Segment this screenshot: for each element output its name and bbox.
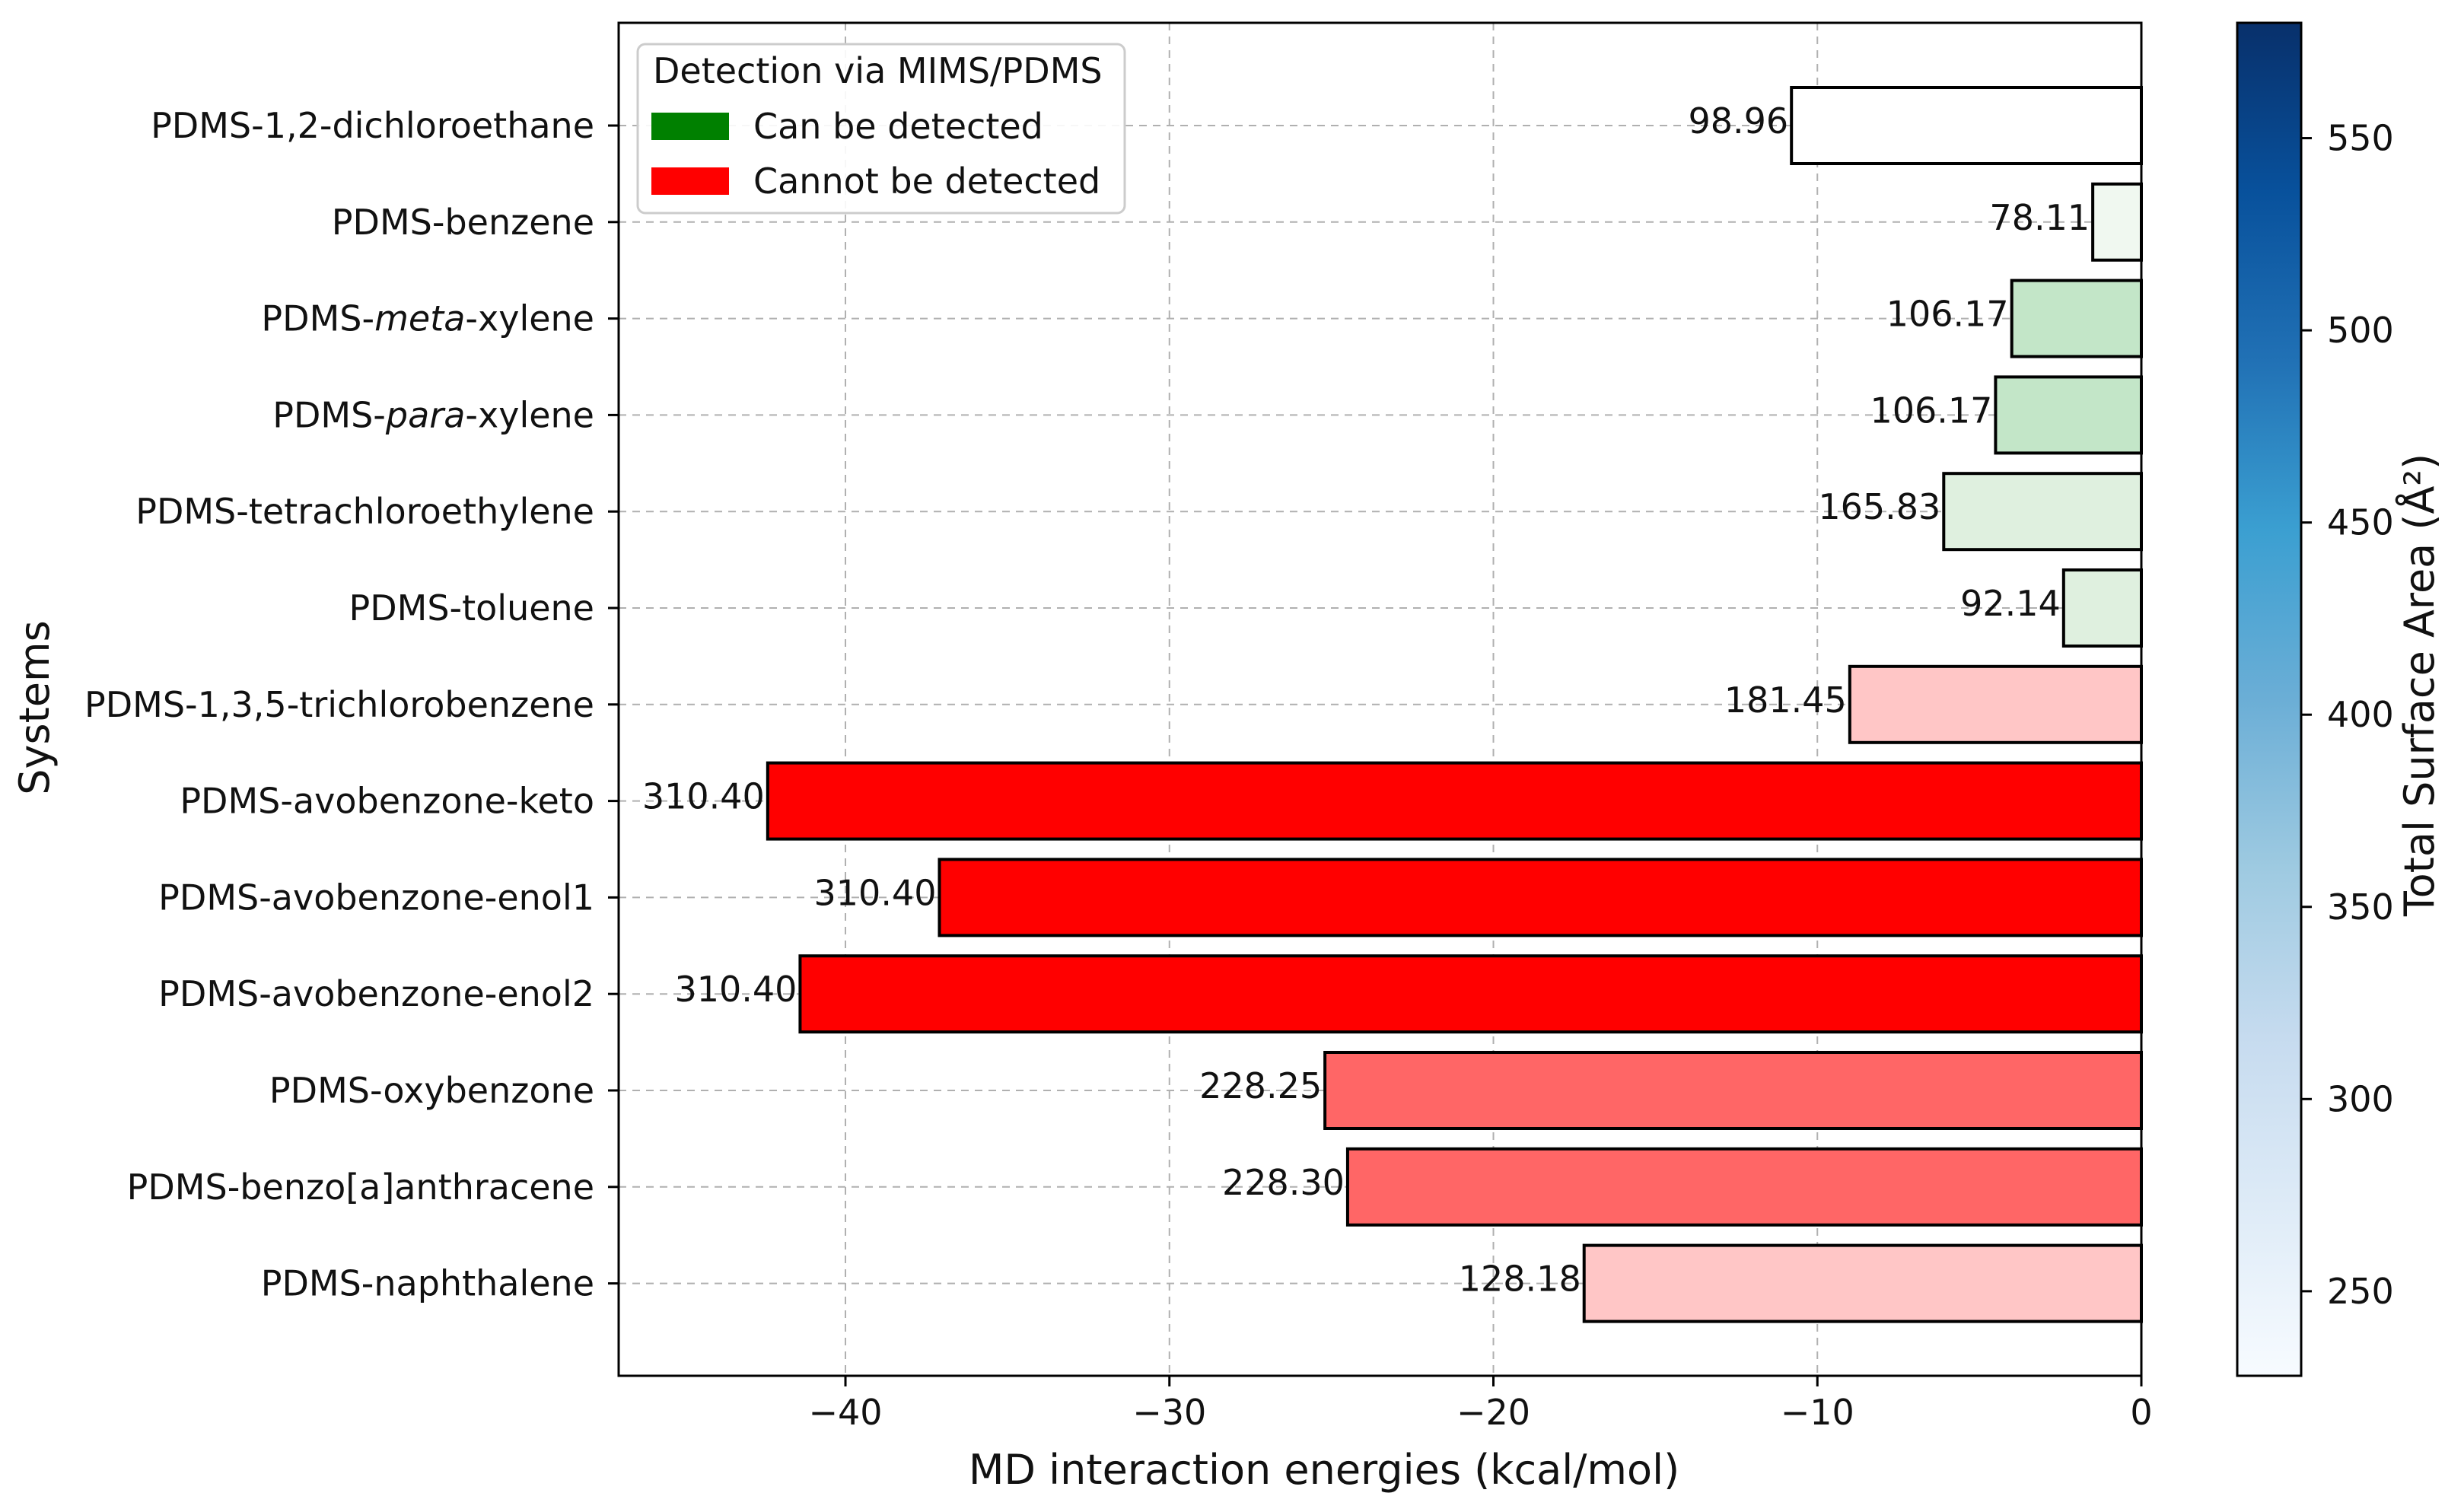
bar	[1994, 375, 2143, 455]
colorbar-ticks: 250 300 350 400 450 500 550	[2301, 118, 2394, 1312]
bar-value-label: 78.11	[1989, 197, 2090, 238]
axes: −40 −30 −20 −10 0 PDMS-1,2-dichloroethane PDMS…	[84, 105, 2153, 1433]
y-tick-label: PDMS-toluene	[349, 587, 594, 629]
plot-frame	[617, 21, 2143, 1377]
y-tick-label: PDMS-1,3,5-trichlorobenzene	[84, 684, 594, 725]
bar-value-label: 106.17	[1886, 294, 2009, 335]
bar-value-labels: 98.96 78.11 106.17 106.17 165.83 92.14 181.45 3…	[642, 100, 2090, 1300]
bar-value-label: 310.40	[814, 872, 937, 913]
y-tick-label: PDMS-meta-xylene	[261, 298, 594, 339]
y-tick-label: PDMS-avobenzone-keto	[180, 781, 594, 822]
x-axis-label: MD interaction energies (kcal/mol)	[969, 1446, 1679, 1494]
bar-value-label: 228.25	[1199, 1065, 1322, 1106]
legend: Detection via MIMS/PDMS Can be detected …	[636, 43, 1126, 215]
legend-label-cannot-be-detected: Cannot be detected	[753, 161, 1100, 202]
bar	[766, 761, 2143, 841]
bar-value-label: 106.17	[1870, 390, 1992, 431]
bar	[1582, 1243, 2144, 1323]
colorbar-tick-label: 400	[2327, 694, 2394, 735]
colorbar-tick-label: 450	[2327, 502, 2394, 543]
legend-title: Detection via MIMS/PDMS	[653, 50, 1103, 91]
colorbar-tick-label: 300	[2327, 1078, 2394, 1119]
y-tick-label: PDMS-avobenzone-enol1	[158, 877, 594, 918]
y-tick-label: PDMS-oxybenzone	[269, 1070, 594, 1111]
bar	[2010, 279, 2144, 358]
y-tick-label: PDMS-tetrachloroethylene	[135, 491, 594, 532]
y-tick-label: PDMS-para-xylene	[272, 394, 594, 435]
colorbar-tick-label: 250	[2327, 1271, 2394, 1312]
bars	[766, 86, 2144, 1323]
colorbar-label: Total Surface Area (Å²)	[2395, 454, 2443, 917]
bar	[1790, 86, 2144, 165]
y-tick-label: PDMS-naphthalene	[261, 1263, 594, 1304]
bar-value-label: 310.40	[642, 776, 765, 817]
x-tick-label: 0	[2130, 1392, 2152, 1433]
colorbar-tick-label: 550	[2327, 118, 2394, 159]
bar	[2061, 568, 2144, 648]
y-tick-label: PDMS-benzene	[332, 202, 594, 243]
x-tick-label: −40	[808, 1392, 882, 1433]
bar-value-label: 310.40	[674, 969, 797, 1010]
x-tick-label: −30	[1132, 1392, 1206, 1433]
bar-value-label: 92.14	[1960, 583, 2061, 624]
bar	[2091, 182, 2143, 262]
bar-value-label: 165.83	[1818, 486, 1940, 527]
colorbar-tick-label: 350	[2327, 887, 2394, 928]
bar	[1942, 472, 2143, 552]
colorbar: 250 300 350 400 450 500 550 Total Surface Area…	[2236, 21, 2443, 1377]
colorbar-gradient	[2236, 21, 2303, 1377]
legend-swatch-can-be-detected	[651, 113, 729, 140]
colorbar-tick-label: 500	[2327, 310, 2394, 351]
x-tick-label: −10	[1781, 1392, 1854, 1433]
y-tick-label: PDMS-1,2-dichloroethane	[151, 105, 594, 146]
bar	[1345, 1147, 2143, 1227]
bar-value-label: 181.45	[1724, 680, 1847, 721]
legend-swatch-cannot-be-detected	[651, 167, 729, 195]
bar-value-label: 128.18	[1459, 1259, 1581, 1300]
y-tick-label: PDMS-avobenzone-enol2	[158, 973, 594, 1014]
bar	[1323, 1051, 2143, 1130]
y-axis-label: Systems	[11, 620, 59, 795]
bar-value-label: 228.30	[1222, 1162, 1345, 1203]
legend-label-can-be-detected: Can be detected	[753, 106, 1043, 147]
bar	[1848, 664, 2144, 744]
bar	[938, 858, 2143, 937]
legend-box	[636, 43, 1126, 215]
x-tick-label: −20	[1456, 1392, 1530, 1433]
y-tick-label: PDMS-benzo[a]anthracene	[127, 1167, 594, 1208]
bar	[798, 954, 2143, 1034]
bar-value-label: 98.96	[1688, 100, 1788, 142]
